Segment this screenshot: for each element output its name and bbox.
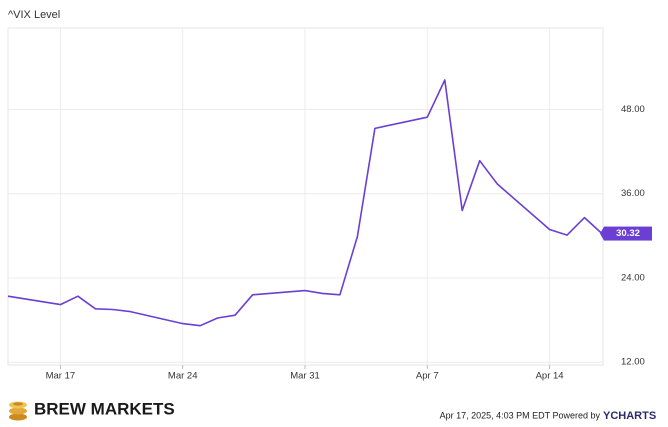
last-value-pointer [600,226,604,241]
y-tick-label: 48.00 [621,104,645,115]
last-value-label: 30.32 [616,228,640,239]
last-value-box [604,226,652,241]
x-tick-label: Mar 31 [290,371,320,382]
y-tick-label: 24.00 [621,272,645,283]
y-tick-label: 36.00 [621,188,645,199]
timestamp: Apr 17, 2025, 4:03 PM EDT Powered by [440,410,601,420]
grid [8,28,603,365]
brand-name: BREW MARKETS [34,399,175,418]
x-tick-label: Mar 24 [168,371,198,382]
brand-logo [9,401,27,421]
x-tick-label: Apr 7 [416,371,439,382]
x-tick-label: Apr 14 [536,371,564,382]
y-tick-label: 12.00 [621,357,645,368]
x-tick-label: Mar 17 [46,371,76,382]
provider-logo: YCHARTS [603,410,656,422]
chart-title: ^VIX Level [8,9,60,21]
line-series [7,79,603,327]
